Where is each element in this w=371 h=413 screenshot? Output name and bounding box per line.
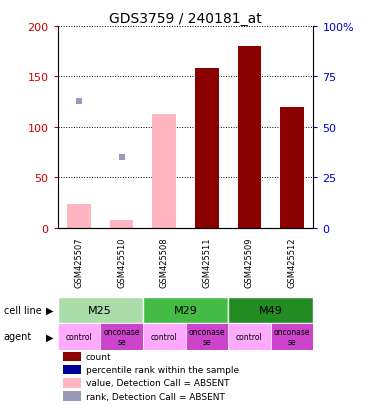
Text: GSM425512: GSM425512 [288, 237, 297, 288]
Bar [143, 323, 186, 350]
Bar [195, 69, 219, 228]
Text: GSM425508: GSM425508 [160, 237, 169, 288]
Text: control: control [151, 332, 178, 341]
Text: M25: M25 [88, 305, 112, 315]
Bar [238, 47, 261, 228]
Text: GSM425511: GSM425511 [202, 237, 211, 288]
Bar [63, 352, 81, 361]
Text: cell line: cell line [4, 305, 42, 315]
Text: M29: M29 [174, 305, 197, 315]
Text: ▶: ▶ [46, 305, 54, 315]
Point [119, 154, 125, 161]
Point [76, 98, 82, 104]
Text: control: control [65, 332, 92, 341]
Bar [110, 221, 133, 228]
Text: value, Detection Call = ABSENT: value, Detection Call = ABSENT [86, 378, 229, 387]
Text: GSM425507: GSM425507 [74, 237, 83, 288]
Text: onconase
se: onconase se [274, 327, 311, 347]
Text: GSM425509: GSM425509 [245, 237, 254, 288]
Text: rank, Detection Call = ABSENT: rank, Detection Call = ABSENT [86, 392, 224, 401]
Bar [228, 323, 271, 350]
Text: count: count [86, 352, 111, 361]
Bar [152, 114, 176, 228]
Bar [186, 323, 228, 350]
Text: percentile rank within the sample: percentile rank within the sample [86, 365, 239, 374]
Text: onconase
se: onconase se [103, 327, 140, 347]
Text: ▶: ▶ [46, 332, 54, 342]
Text: M49: M49 [259, 305, 283, 315]
Bar [100, 323, 143, 350]
Text: control: control [236, 332, 263, 341]
Text: onconase
se: onconase se [188, 327, 225, 347]
Bar [280, 107, 304, 228]
Bar [63, 378, 81, 388]
Bar [67, 205, 91, 228]
Bar [271, 323, 313, 350]
Bar [58, 297, 143, 323]
Text: agent: agent [4, 332, 32, 342]
Bar [63, 392, 81, 401]
Bar [58, 323, 100, 350]
Bar [228, 297, 313, 323]
Bar [143, 297, 228, 323]
Text: GSM425510: GSM425510 [117, 237, 126, 288]
Title: GDS3759 / 240181_at: GDS3759 / 240181_at [109, 12, 262, 26]
Bar [63, 365, 81, 375]
